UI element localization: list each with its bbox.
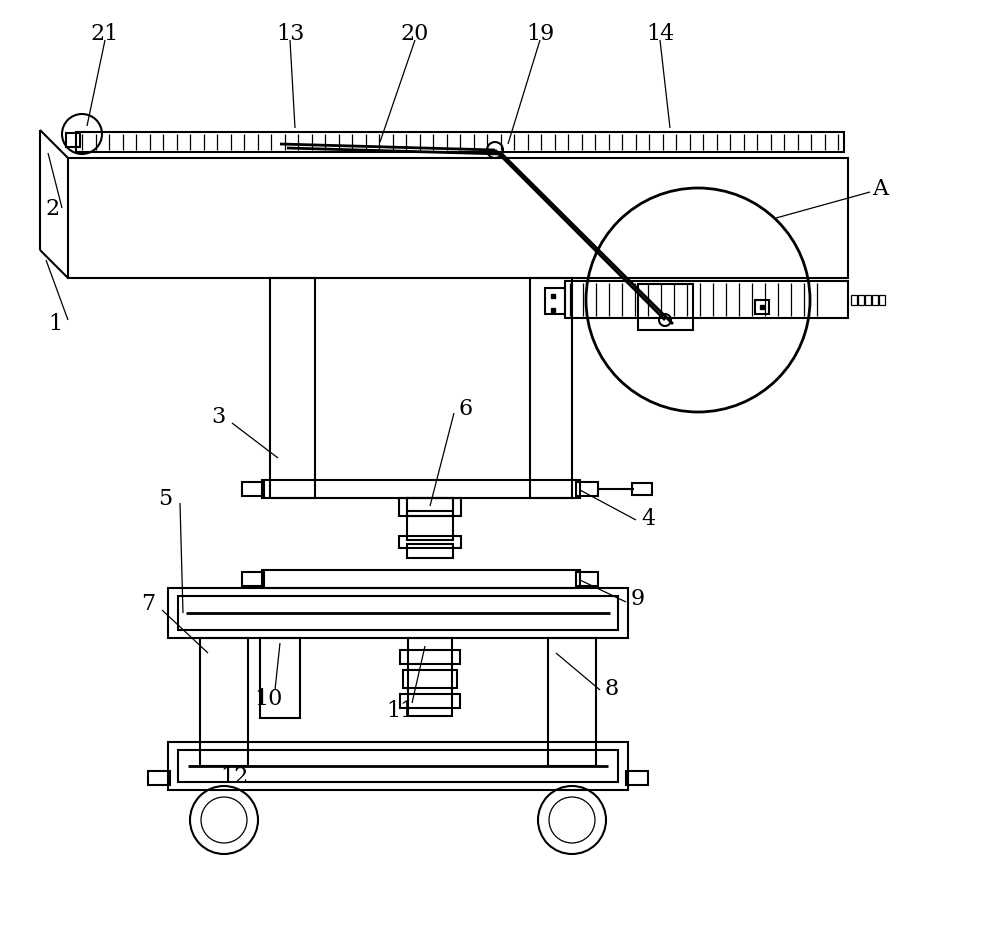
- Bar: [399, 498, 461, 517]
- Bar: [851, 295, 857, 305]
- Bar: [576, 483, 598, 496]
- Bar: [262, 571, 580, 588]
- Text: 10: 10: [254, 688, 282, 709]
- Bar: [148, 771, 170, 785]
- Bar: [168, 742, 628, 790]
- Bar: [632, 483, 652, 496]
- Bar: [178, 750, 618, 782]
- Text: 3: 3: [211, 406, 225, 428]
- Bar: [530, 278, 572, 498]
- Text: 21: 21: [91, 23, 119, 45]
- Bar: [270, 278, 315, 498]
- Text: 9: 9: [631, 587, 645, 610]
- Text: 20: 20: [401, 23, 429, 45]
- Bar: [872, 295, 878, 305]
- Bar: [755, 301, 769, 315]
- Bar: [638, 285, 693, 330]
- Bar: [66, 134, 80, 148]
- Text: 8: 8: [605, 677, 619, 699]
- Bar: [626, 771, 648, 785]
- Bar: [576, 573, 598, 586]
- Bar: [76, 133, 844, 153]
- Bar: [403, 670, 457, 689]
- Bar: [178, 597, 618, 630]
- Bar: [879, 295, 885, 305]
- Bar: [260, 638, 300, 718]
- Bar: [168, 588, 628, 638]
- Text: 11: 11: [386, 699, 414, 721]
- Text: 19: 19: [526, 23, 554, 45]
- Text: 13: 13: [276, 23, 304, 45]
- Bar: [200, 638, 248, 767]
- Bar: [242, 483, 264, 496]
- Bar: [68, 159, 848, 278]
- Bar: [565, 282, 848, 318]
- Bar: [545, 289, 565, 315]
- Text: 7: 7: [141, 592, 155, 614]
- Text: 14: 14: [646, 23, 674, 45]
- Text: 2: 2: [45, 198, 59, 220]
- Bar: [242, 573, 264, 586]
- Bar: [262, 481, 580, 498]
- Bar: [400, 694, 460, 708]
- Bar: [407, 545, 453, 559]
- Bar: [399, 536, 461, 548]
- Text: A: A: [872, 178, 888, 200]
- Text: 4: 4: [641, 508, 655, 530]
- Bar: [408, 638, 452, 716]
- Text: 12: 12: [220, 766, 248, 787]
- Bar: [548, 638, 596, 767]
- Bar: [407, 498, 453, 540]
- Text: 6: 6: [459, 397, 473, 419]
- Text: 1: 1: [48, 313, 62, 335]
- Bar: [865, 295, 871, 305]
- Bar: [858, 295, 864, 305]
- Text: 5: 5: [158, 487, 172, 509]
- Bar: [407, 511, 453, 517]
- Bar: [400, 651, 460, 664]
